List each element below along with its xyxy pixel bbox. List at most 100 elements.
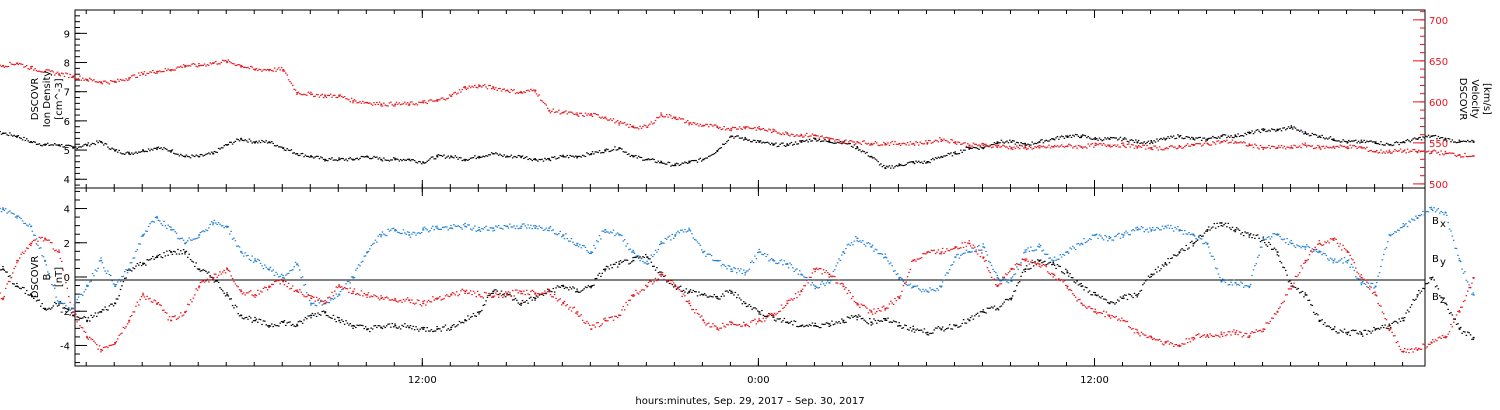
- bx-point: [1357, 333, 1360, 335]
- density-point: [67, 144, 70, 146]
- velocity-point: [4, 65, 7, 67]
- density-point: [181, 154, 183, 157]
- by-point: [296, 264, 298, 266]
- by-point: [170, 229, 173, 231]
- by-point: [608, 232, 611, 234]
- velocity-point: [748, 127, 751, 129]
- density-point: [1087, 135, 1089, 138]
- density-point: [44, 144, 47, 146]
- by-point: [656, 251, 658, 253]
- density-point: [983, 146, 986, 148]
- bx-point: [566, 287, 569, 289]
- bx-point: [226, 294, 229, 296]
- velocity-point: [285, 72, 287, 74]
- velocity-point: [836, 138, 839, 141]
- density-point: [24, 139, 27, 142]
- by-point: [755, 258, 758, 260]
- by-point: [758, 248, 760, 251]
- bx-point: [311, 312, 314, 315]
- by-point: [1088, 238, 1091, 240]
- density-point: [1255, 129, 1258, 131]
- by-point: [28, 223, 31, 225]
- by-point: [1065, 251, 1067, 253]
- density-point: [876, 159, 878, 161]
- velocity-point: [1408, 151, 1410, 153]
- velocity-point: [1318, 145, 1321, 147]
- velocity-point: [948, 142, 951, 144]
- by-point: [349, 282, 351, 284]
- velocity-point: [41, 71, 43, 73]
- by-point: [614, 234, 616, 237]
- density-point: [920, 161, 923, 163]
- by-point: [1122, 236, 1125, 238]
- density-point: [139, 151, 141, 153]
- by-point: [993, 270, 996, 272]
- velocity-point: [682, 118, 685, 120]
- by-point: [595, 240, 598, 242]
- density-point: [1261, 128, 1263, 130]
- velocity-point: [1403, 149, 1406, 151]
- density-point: [586, 152, 588, 154]
- by-point: [629, 248, 632, 250]
- velocity-point: [525, 89, 528, 92]
- velocity-point: [374, 103, 377, 106]
- bx-point: [46, 308, 49, 310]
- density-point: [455, 156, 458, 158]
- velocity-point: [1287, 146, 1290, 148]
- bx-point: [713, 294, 716, 296]
- by-point: [147, 225, 150, 228]
- density-point: [308, 156, 311, 158]
- density-point: [416, 162, 419, 164]
- density-point: [273, 145, 276, 147]
- velocity-point: [1402, 150, 1405, 152]
- velocity-point: [1451, 152, 1454, 154]
- velocity-point: [164, 68, 167, 70]
- by-point: [1044, 253, 1046, 255]
- by-point: [678, 232, 681, 234]
- velocity-point: [619, 121, 622, 123]
- bx-point: [873, 318, 875, 320]
- density-point: [503, 154, 506, 156]
- by-point: [992, 268, 994, 270]
- velocity-point: [27, 68, 29, 70]
- velocity-point: [1154, 145, 1157, 147]
- velocity-point: [685, 121, 688, 123]
- bx-point: [901, 327, 903, 329]
- bx-point: [1143, 282, 1146, 284]
- by-point: [1213, 258, 1216, 260]
- bx-point: [558, 286, 560, 288]
- velocity-point: [1265, 147, 1267, 149]
- velocity-point: [345, 98, 347, 100]
- velocity-point: [226, 60, 229, 63]
- velocity-point: [922, 143, 924, 145]
- by-point: [1188, 232, 1190, 234]
- velocity-point: [675, 118, 678, 121]
- density-point: [660, 160, 662, 162]
- by-point: [418, 232, 420, 234]
- by-point: [742, 269, 745, 271]
- by-point: [569, 240, 571, 242]
- density-point: [1097, 139, 1099, 141]
- density-point: [216, 151, 218, 154]
- bx-point: [870, 324, 872, 326]
- by-point: [1046, 253, 1049, 255]
- velocity-point: [705, 123, 707, 125]
- bx-point: [831, 320, 833, 322]
- by-point: [741, 272, 744, 275]
- velocity-point: [846, 143, 849, 145]
- bx-point: [464, 318, 466, 321]
- bx-point: [222, 290, 224, 292]
- velocity-point: [810, 135, 812, 137]
- by-point: [1276, 233, 1279, 235]
- density-point: [46, 142, 49, 144]
- bx-point: [1258, 237, 1260, 239]
- by-point: [710, 254, 713, 257]
- bx-point: [241, 317, 244, 319]
- bx-point: [306, 318, 308, 320]
- by-point: [611, 232, 613, 234]
- bx-point: [588, 286, 591, 288]
- velocity-point: [609, 118, 612, 120]
- density-point: [852, 146, 854, 148]
- velocity-point: [1055, 146, 1057, 148]
- bx-point: [1298, 292, 1301, 294]
